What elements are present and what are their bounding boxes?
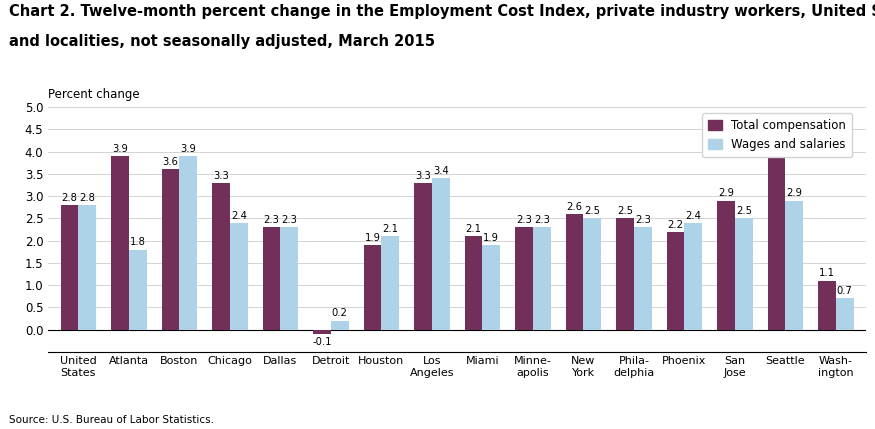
Text: 2.4: 2.4 bbox=[685, 211, 701, 221]
Bar bbox=[786, 201, 803, 329]
Text: Percent change: Percent change bbox=[48, 88, 140, 101]
Text: 1.8: 1.8 bbox=[130, 237, 146, 247]
Bar bbox=[382, 236, 399, 329]
Text: 1.1: 1.1 bbox=[819, 269, 835, 278]
Bar bbox=[735, 218, 752, 329]
Text: 2.6: 2.6 bbox=[567, 202, 583, 212]
Bar bbox=[515, 227, 533, 329]
Text: 2.8: 2.8 bbox=[80, 193, 95, 203]
Text: 4.4: 4.4 bbox=[769, 122, 785, 132]
Text: 2.8: 2.8 bbox=[61, 193, 78, 203]
Bar bbox=[584, 218, 601, 329]
Bar bbox=[634, 227, 652, 329]
Bar bbox=[111, 156, 129, 329]
Text: 2.5: 2.5 bbox=[617, 206, 634, 216]
Text: Source: U.S. Bureau of Labor Statistics.: Source: U.S. Bureau of Labor Statistics. bbox=[9, 415, 214, 425]
Text: 3.9: 3.9 bbox=[112, 144, 128, 154]
Bar bbox=[684, 223, 702, 329]
Bar bbox=[262, 227, 280, 329]
Text: 0.7: 0.7 bbox=[836, 286, 853, 296]
Text: 2.1: 2.1 bbox=[382, 224, 398, 234]
Text: 2.3: 2.3 bbox=[534, 215, 550, 225]
Text: 2.5: 2.5 bbox=[736, 206, 752, 216]
Bar bbox=[414, 183, 432, 329]
Text: 2.9: 2.9 bbox=[787, 188, 802, 198]
Bar bbox=[667, 232, 684, 329]
Text: 2.3: 2.3 bbox=[635, 215, 651, 225]
Bar bbox=[364, 245, 382, 329]
Text: 2.4: 2.4 bbox=[231, 211, 247, 221]
Text: 3.4: 3.4 bbox=[433, 166, 449, 176]
Text: 1.9: 1.9 bbox=[483, 233, 500, 243]
Bar bbox=[313, 329, 331, 334]
Bar bbox=[718, 201, 735, 329]
Text: 2.3: 2.3 bbox=[263, 215, 279, 225]
Bar bbox=[566, 214, 584, 329]
Bar bbox=[767, 134, 786, 329]
Bar bbox=[818, 281, 836, 329]
Text: 3.3: 3.3 bbox=[416, 171, 431, 181]
Text: 2.3: 2.3 bbox=[516, 215, 532, 225]
Text: 3.9: 3.9 bbox=[180, 144, 196, 154]
Text: 2.9: 2.9 bbox=[718, 188, 734, 198]
Text: 2.5: 2.5 bbox=[584, 206, 600, 216]
Bar bbox=[60, 205, 79, 329]
Bar bbox=[432, 178, 450, 329]
Text: 0.2: 0.2 bbox=[332, 308, 347, 318]
Text: and localities, not seasonally adjusted, March 2015: and localities, not seasonally adjusted,… bbox=[9, 34, 435, 49]
Bar bbox=[616, 218, 634, 329]
Text: Chart 2. Twelve-month percent change in the Employment Cost Index, private indus: Chart 2. Twelve-month percent change in … bbox=[9, 4, 875, 19]
Bar bbox=[179, 156, 197, 329]
Bar bbox=[482, 245, 500, 329]
Bar bbox=[230, 223, 248, 329]
Text: 2.3: 2.3 bbox=[282, 215, 298, 225]
Text: 3.6: 3.6 bbox=[163, 157, 178, 167]
Text: 1.9: 1.9 bbox=[365, 233, 381, 243]
Bar bbox=[836, 299, 854, 329]
Bar bbox=[280, 227, 298, 329]
Bar bbox=[213, 183, 230, 329]
Bar bbox=[331, 320, 348, 329]
Legend: Total compensation, Wages and salaries: Total compensation, Wages and salaries bbox=[702, 113, 852, 157]
Bar bbox=[533, 227, 550, 329]
Bar bbox=[79, 205, 96, 329]
Text: -0.1: -0.1 bbox=[312, 337, 332, 347]
Bar bbox=[465, 236, 482, 329]
Text: 2.2: 2.2 bbox=[668, 220, 683, 230]
Text: 3.3: 3.3 bbox=[214, 171, 229, 181]
Text: 2.1: 2.1 bbox=[466, 224, 481, 234]
Bar bbox=[129, 250, 147, 329]
Bar bbox=[162, 169, 179, 329]
